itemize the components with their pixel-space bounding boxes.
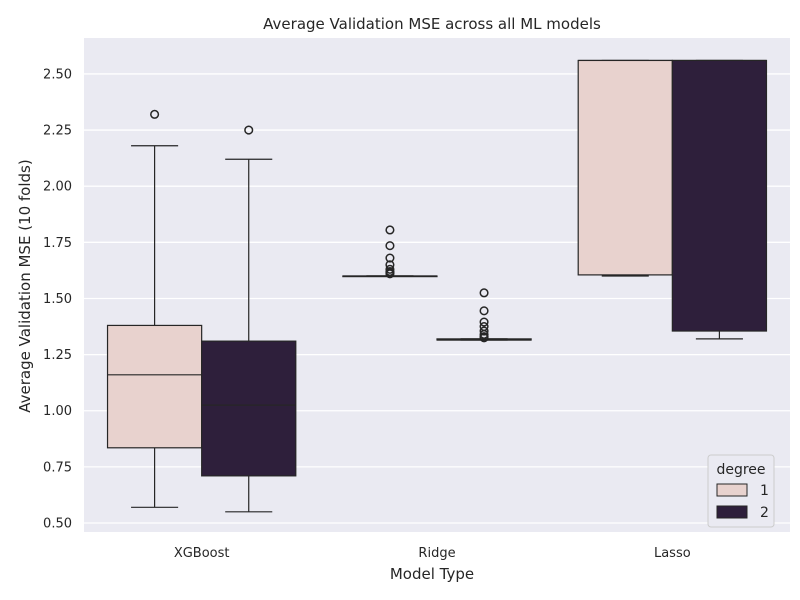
legend-label-degree-2: 2 <box>760 505 769 521</box>
outlier-point <box>385 264 395 274</box>
y-tick-label: 1.50 <box>43 292 72 307</box>
y-tick-label: 1.75 <box>43 236 72 251</box>
box-ridge-degree-1 <box>342 225 438 279</box>
box-iqr <box>671 59 768 332</box>
box-iqr <box>201 340 297 477</box>
box-xgboost-degree-1 <box>106 109 203 508</box>
y-tick-label: 2.25 <box>43 124 72 139</box>
chart-title: Average Validation MSE across all ML mod… <box>263 15 601 33</box>
box-ridge-degree-2 <box>436 288 532 343</box>
legend: degree 1 2 <box>707 454 775 528</box>
outlier-point <box>150 109 160 119</box>
boxes <box>106 59 768 513</box>
outlier-point <box>385 241 395 251</box>
box-lasso-degree-1 <box>577 59 673 277</box>
x-tick-label: XGBoost <box>174 546 230 561</box>
x-axis-label: Model Type <box>390 565 474 583</box>
y-tick-label: 2.00 <box>43 180 72 195</box>
y-tick-label: 0.75 <box>43 460 72 475</box>
outlier-point <box>385 225 395 235</box>
y-axis-label: Average Validation MSE (10 folds) <box>16 159 34 412</box>
box-iqr <box>106 324 203 449</box>
outlier-point <box>479 321 489 332</box>
outlier-point <box>244 125 254 135</box>
y-tick-label: 0.50 <box>43 517 72 532</box>
x-axis-ticks: XGBoost Ridge Lasso <box>174 546 691 561</box>
y-tick-label: 2.50 <box>43 67 72 82</box>
y-axis-ticks: 0.50 0.75 1.00 1.25 1.50 1.75 2.00 2.25 2.50 <box>43 67 72 531</box>
outlier-point <box>479 326 489 336</box>
legend-swatch-degree-1 <box>716 483 748 497</box>
outlier-point <box>479 306 489 316</box>
legend-swatch-degree-2 <box>716 505 748 519</box>
x-tick-label: Lasso <box>654 546 691 561</box>
outlier-point <box>385 260 395 270</box>
y-tick-label: 1.00 <box>43 404 72 419</box>
x-tick-label: Ridge <box>418 546 455 561</box>
legend-title: degree <box>716 462 765 478</box>
box-lasso-degree-2 <box>671 59 768 340</box>
outlier-point <box>479 317 489 327</box>
box-iqr <box>577 59 673 276</box>
y-tick-label: 1.25 <box>43 348 72 363</box>
box-xgboost-degree-2 <box>201 125 297 513</box>
legend-label-degree-1: 1 <box>760 483 769 499</box>
outlier-point <box>385 253 395 263</box>
outlier-point <box>479 288 489 298</box>
